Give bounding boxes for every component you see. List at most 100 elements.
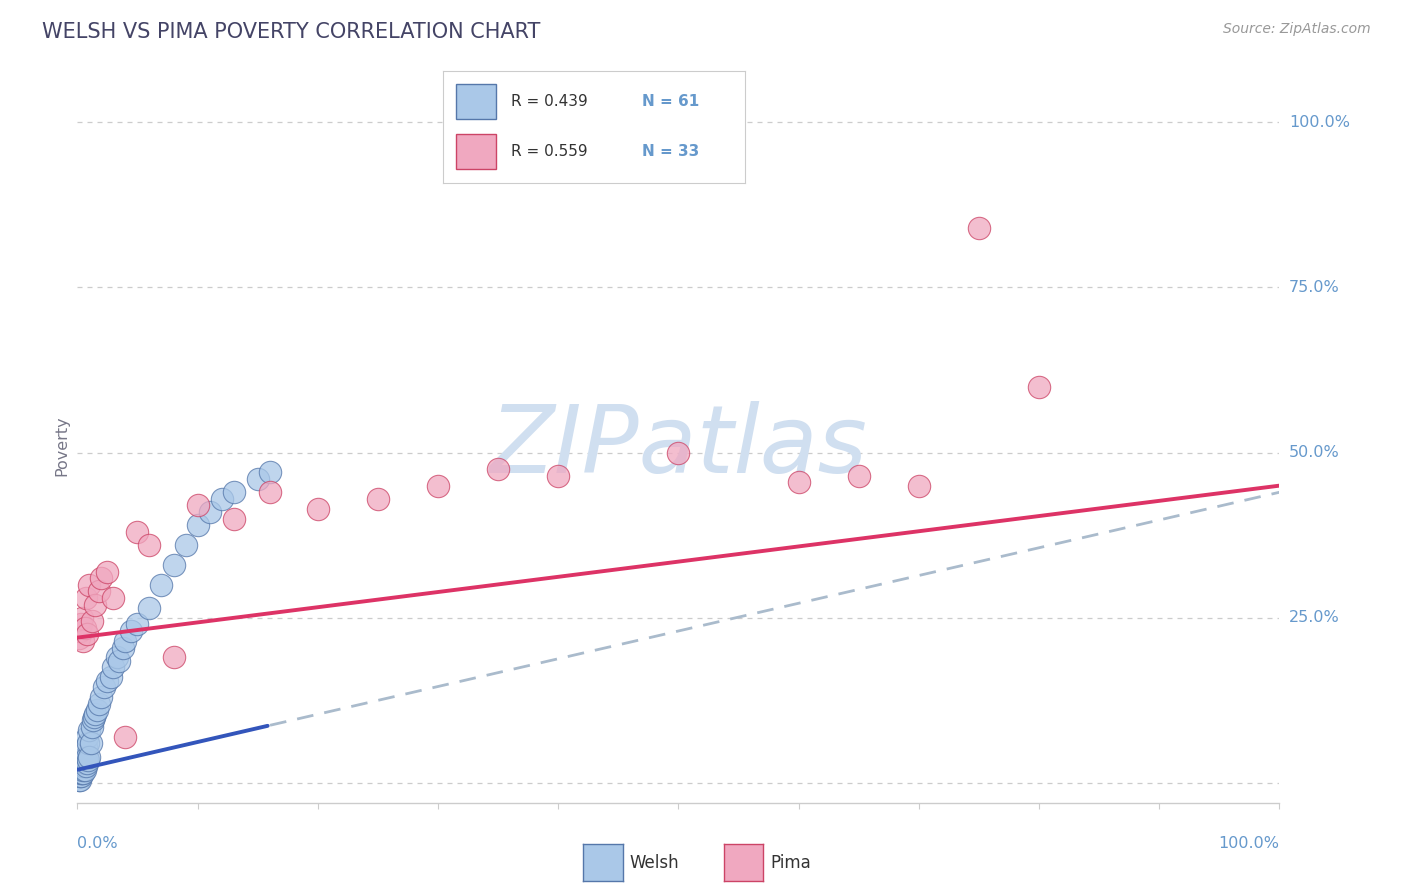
Point [307, 501, 329, 516]
Point [87, 584, 110, 599]
Text: 0.0%: 0.0% [77, 836, 118, 851]
Point [69, 763, 91, 777]
Point [162, 650, 184, 665]
Point [69, 772, 91, 787]
Point [73, 749, 96, 764]
Point [90, 690, 112, 704]
Bar [457, 135, 496, 169]
Point [76, 730, 98, 744]
Point [70, 766, 93, 780]
Point [76, 627, 98, 641]
Point [86, 703, 108, 717]
Point [93, 680, 115, 694]
Point [72, 763, 94, 777]
Point [211, 491, 233, 506]
Point [848, 468, 870, 483]
Point [138, 600, 160, 615]
Text: N = 33: N = 33 [643, 145, 700, 159]
Point [72, 634, 94, 648]
Text: R = 0.439: R = 0.439 [510, 94, 588, 109]
Text: 100.0%: 100.0% [1289, 115, 1350, 129]
Point [75, 591, 97, 605]
Point [150, 578, 173, 592]
Point [787, 475, 810, 490]
Point [70, 759, 93, 773]
Y-axis label: Poverty: Poverty [53, 416, 69, 476]
Text: 100.0%: 100.0% [1219, 836, 1279, 851]
Point [222, 485, 245, 500]
Point [186, 518, 209, 533]
Text: R = 0.559: R = 0.559 [510, 145, 588, 159]
Point [70, 769, 93, 783]
Point [79, 736, 101, 750]
Point [72, 766, 94, 780]
Point [67, 772, 90, 787]
Point [76, 749, 98, 764]
Point [70, 756, 93, 771]
Point [70, 759, 93, 773]
Point [79, 578, 101, 592]
Point [259, 466, 281, 480]
Point [103, 660, 125, 674]
Point [80, 614, 103, 628]
Point [67, 766, 90, 780]
Point [70, 763, 93, 777]
Point [162, 558, 184, 572]
Point [367, 491, 389, 506]
Point [668, 445, 690, 459]
Point [96, 565, 118, 579]
Point [70, 766, 93, 780]
Point [120, 624, 142, 638]
Point [80, 720, 103, 734]
Point [72, 753, 94, 767]
Text: Source: ZipAtlas.com: Source: ZipAtlas.com [1223, 22, 1371, 37]
Point [75, 759, 97, 773]
Point [198, 505, 221, 519]
Bar [457, 84, 496, 119]
Point [69, 766, 91, 780]
Point [77, 753, 100, 767]
Text: 25.0%: 25.0% [1289, 610, 1340, 625]
Point [69, 624, 91, 638]
Point [84, 598, 107, 612]
Point [70, 763, 93, 777]
Point [111, 640, 134, 655]
Point [96, 673, 118, 688]
Point [75, 739, 97, 754]
Point [246, 472, 269, 486]
Point [73, 621, 96, 635]
Point [127, 524, 149, 539]
Text: N = 61: N = 61 [643, 94, 700, 109]
Point [259, 485, 281, 500]
Text: 75.0%: 75.0% [1289, 280, 1340, 295]
Point [67, 769, 90, 783]
Point [114, 634, 136, 648]
Point [83, 710, 105, 724]
Point [77, 736, 100, 750]
Point [427, 478, 450, 492]
Point [82, 713, 104, 727]
Point [547, 468, 569, 483]
Point [72, 759, 94, 773]
Point [87, 697, 110, 711]
Point [73, 763, 96, 777]
Point [84, 706, 107, 721]
Point [70, 756, 93, 771]
Text: 50.0%: 50.0% [1289, 445, 1340, 460]
Point [127, 617, 149, 632]
Point [103, 591, 125, 605]
Text: ZIPatlas: ZIPatlas [489, 401, 868, 491]
Point [79, 749, 101, 764]
Point [105, 650, 128, 665]
Point [79, 723, 101, 738]
Point [186, 499, 209, 513]
Point [70, 617, 93, 632]
Point [100, 670, 122, 684]
Point [1028, 379, 1050, 393]
Point [486, 462, 509, 476]
Point [114, 730, 136, 744]
Point [108, 654, 131, 668]
Text: WELSH VS PIMA POVERTY CORRELATION CHART: WELSH VS PIMA POVERTY CORRELATION CHART [42, 22, 540, 42]
Point [76, 756, 98, 771]
Point [69, 769, 91, 783]
